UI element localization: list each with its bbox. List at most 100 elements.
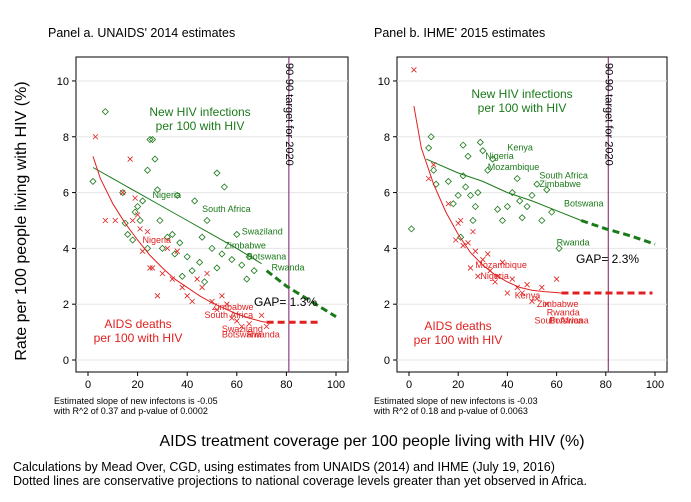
y-tick-label-b-6: 6 bbox=[384, 188, 390, 200]
gap-label-a: GAP= 1.3% bbox=[254, 295, 317, 309]
infections-point-b-32 bbox=[543, 186, 551, 194]
infections-point-b-22 bbox=[498, 216, 507, 225]
infections-country-label-b-5: Botswana bbox=[564, 199, 604, 209]
x-tick-label-a-20: 20 bbox=[131, 379, 143, 391]
deaths-point-a-8 bbox=[137, 226, 143, 232]
infections-point-a-29 bbox=[200, 278, 209, 286]
infections-point-b-12 bbox=[464, 152, 472, 160]
deaths-country-label-a-5: Rwanda bbox=[247, 330, 280, 340]
y-tick-label-a-8: 8 bbox=[63, 132, 69, 144]
deaths-country-label-a-1: Zimbabwe bbox=[212, 302, 254, 312]
infections-point-a-34 bbox=[218, 250, 226, 258]
infections-point-b-25 bbox=[513, 175, 521, 183]
infections-point-a-39 bbox=[243, 275, 251, 283]
infections-point-a-28 bbox=[198, 233, 206, 241]
infections-country-label-a-1: South Africa bbox=[202, 204, 251, 214]
infections-point-b-17 bbox=[476, 138, 484, 146]
infections-point-a-37 bbox=[233, 230, 241, 238]
infections-country-label-b-0: Kenya bbox=[507, 143, 533, 153]
infections-series-label-b-line1: New HIV infections bbox=[471, 87, 572, 101]
infections-point-a-3 bbox=[121, 219, 129, 227]
deaths-point-b-16 bbox=[492, 279, 498, 285]
y-tick-label-a-2: 2 bbox=[63, 299, 69, 311]
deaths-point-b-14 bbox=[484, 251, 491, 257]
infections-point-a-2 bbox=[119, 189, 127, 197]
infections-point-a-36 bbox=[228, 255, 236, 264]
deaths-country-label-b-0: Mozambique bbox=[475, 260, 527, 270]
infections-point-a-32 bbox=[213, 264, 221, 272]
infections-point-b-19 bbox=[484, 166, 492, 174]
infections-point-b-24 bbox=[508, 189, 516, 197]
deaths-country-label-b-2: Kenya bbox=[515, 291, 541, 301]
x-axis-label: AIDS treatment coverage per 100 people l… bbox=[159, 433, 584, 450]
infections-point-a-14 bbox=[151, 155, 159, 163]
infections-point-a-8 bbox=[136, 216, 144, 225]
infections-point-b-1 bbox=[425, 144, 433, 152]
deaths-point-b-13 bbox=[480, 256, 486, 263]
y-tick-label-b-0: 0 bbox=[384, 355, 390, 367]
deaths-country-label-b-1: Nigeria bbox=[480, 271, 509, 281]
deaths-point-b-26 bbox=[539, 284, 545, 291]
deaths-series-label-b-line2: per 100 with HIV bbox=[414, 333, 503, 347]
panel-a-footnote-1: Estimated slope of new infectons is -0.0… bbox=[54, 396, 218, 406]
x-tick-label-a-60: 60 bbox=[231, 379, 243, 391]
infections-country-label-a-0: Nigeria bbox=[152, 190, 181, 200]
infections-point-b-9 bbox=[459, 141, 467, 149]
x-tick-label-b-40: 40 bbox=[501, 379, 513, 391]
y-axis-label: Rate per 100 people living with HIV (%) bbox=[13, 81, 30, 360]
infections-point-a-13 bbox=[148, 135, 157, 144]
infections-point-a-17 bbox=[158, 244, 166, 252]
infections-series-label-a-line1: New HIV infections bbox=[149, 105, 250, 119]
infections-point-a-7 bbox=[134, 202, 142, 211]
infections-point-a-41 bbox=[250, 267, 258, 275]
infections-point-b-13 bbox=[466, 191, 475, 199]
plot-frame-a bbox=[75, 56, 349, 373]
deaths-point-b-0 bbox=[411, 67, 417, 73]
deaths-point-b-19 bbox=[504, 290, 511, 296]
infections-country-label-a-4: Botswana bbox=[247, 252, 287, 262]
deaths-point-a-23 bbox=[204, 270, 210, 277]
deaths-point-a-2 bbox=[112, 217, 119, 224]
infections-point-a-33 bbox=[213, 169, 221, 177]
plot-frame-b bbox=[396, 56, 668, 373]
deaths-point-a-6 bbox=[132, 195, 138, 201]
infections-point-a-1 bbox=[101, 108, 109, 116]
deaths-country-label-b-6: Botswana bbox=[549, 316, 589, 326]
deaths-point-a-17 bbox=[174, 248, 181, 254]
target-line-label-a: 90-90 target for 2020 bbox=[283, 63, 295, 166]
infections-point-a-21 bbox=[173, 191, 181, 199]
infections-country-label-b-6: Rwanda bbox=[557, 238, 590, 248]
deaths-point-a-10 bbox=[144, 228, 151, 235]
deaths-point-b-7 bbox=[460, 242, 466, 249]
infections-projection-line-a bbox=[265, 269, 337, 318]
infections-point-b-0 bbox=[407, 225, 416, 233]
infections-point-a-15 bbox=[153, 186, 162, 194]
deaths-point-b-12 bbox=[475, 273, 481, 280]
infections-point-b-34 bbox=[555, 244, 563, 252]
infections-point-b-16 bbox=[474, 189, 482, 197]
infections-country-label-b-2: Mozambique bbox=[488, 162, 540, 172]
infections-point-a-4 bbox=[124, 230, 132, 238]
x-tick-label-b-20: 20 bbox=[452, 379, 464, 391]
infections-point-b-26 bbox=[516, 197, 524, 205]
infections-point-a-10 bbox=[143, 244, 152, 252]
infections-point-b-20 bbox=[489, 155, 497, 163]
deaths-series-label-b-line1: AIDS deaths bbox=[424, 319, 491, 333]
note-line-2: Dotted lines are conservative projection… bbox=[13, 474, 587, 488]
deaths-point-b-20 bbox=[509, 276, 516, 282]
target-line-label-b: 90-90 target for 2020 bbox=[602, 63, 614, 166]
deaths-point-a-15 bbox=[164, 245, 171, 252]
deaths-point-a-3 bbox=[119, 189, 126, 196]
infections-point-a-18 bbox=[163, 233, 171, 241]
deaths-point-b-27 bbox=[543, 301, 550, 307]
infections-point-b-14 bbox=[469, 216, 477, 225]
deaths-point-b-17 bbox=[494, 273, 501, 280]
infections-point-b-3 bbox=[430, 166, 438, 174]
infections-point-a-25 bbox=[188, 267, 196, 275]
deaths-country-label-a-4: Botswana bbox=[222, 330, 262, 340]
infections-point-b-6 bbox=[449, 200, 457, 208]
infections-point-a-20 bbox=[171, 250, 179, 258]
deaths-point-a-31 bbox=[246, 320, 252, 327]
infections-point-b-11 bbox=[462, 183, 470, 191]
